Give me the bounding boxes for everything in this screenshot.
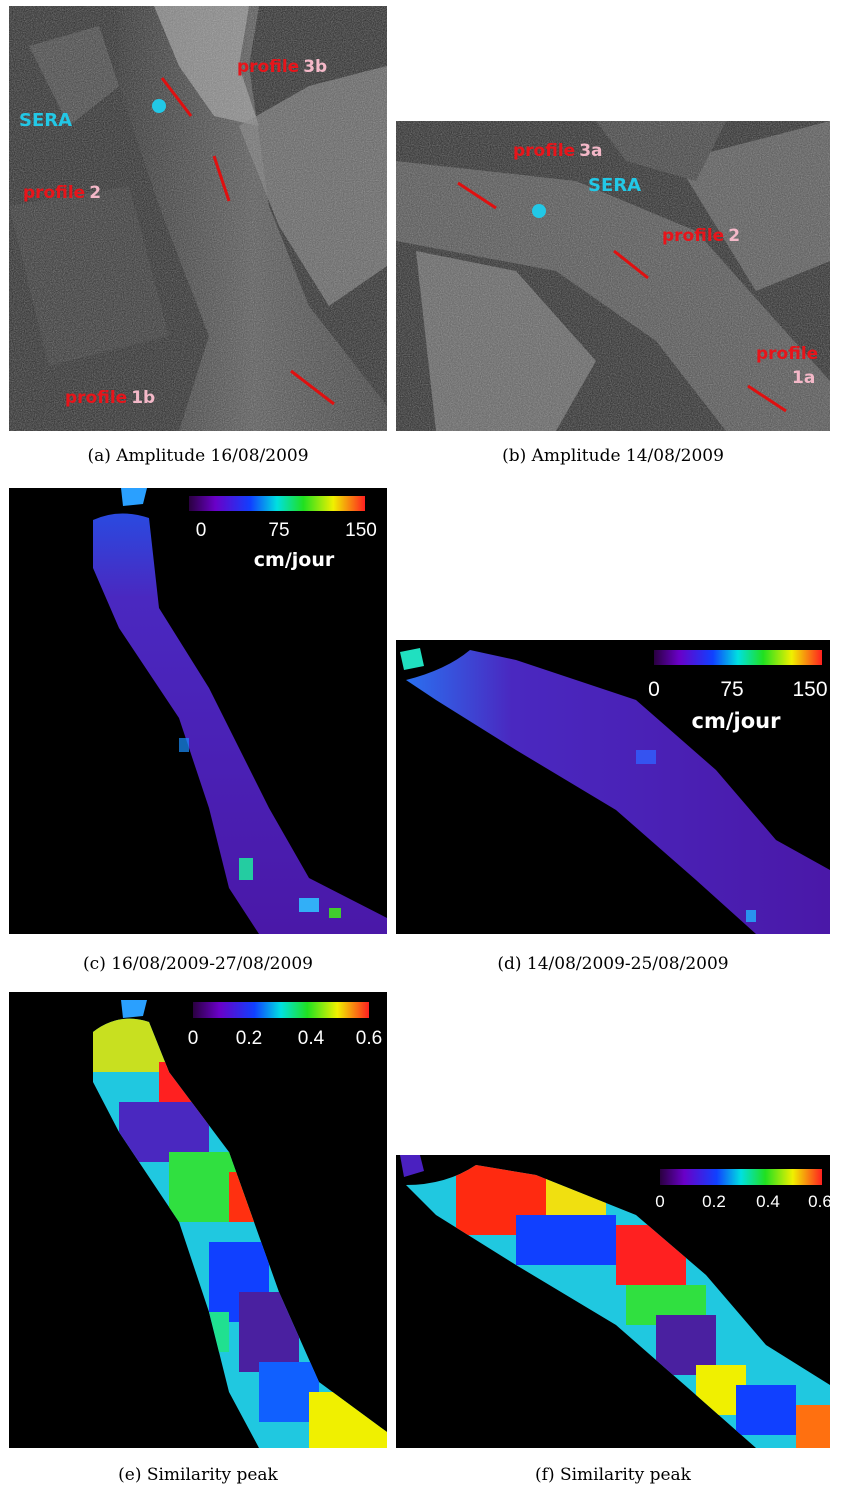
colorbar-max: 150 (792, 678, 827, 701)
profile-2-line (212, 155, 231, 202)
caption-d: (d) 14/08/2009-25/08/2009 (497, 954, 729, 974)
profile-1b-word: profile (65, 388, 127, 408)
profile-3a-line (457, 181, 497, 210)
colorbar (193, 1002, 369, 1018)
colorbar-tick-3: 0.6 (356, 1028, 382, 1049)
colorbar (654, 650, 822, 665)
panel-e-similarity-map: 0 0.2 0.4 0.6 (9, 992, 387, 1448)
panel-b-amplitude-image: profile 3a SERA profile 2 profile 1a (396, 121, 830, 431)
colorbar-mid: 75 (268, 520, 289, 541)
panel-f-similarity-map: 0 0.2 0.4 0.6 (396, 1155, 830, 1448)
profile-2-word: profile (662, 226, 724, 246)
colorbar-max: 150 (345, 520, 377, 541)
profile-2-id: 2 (89, 183, 101, 203)
profile-2-line (613, 249, 649, 280)
caption-e: (e) Similarity peak (118, 1465, 278, 1485)
profile-1a-line (747, 384, 787, 413)
profile-1b-line (290, 369, 335, 406)
panel-c-velocity-map: 0 75 150 cm/jour (9, 488, 387, 934)
sera-marker (532, 204, 546, 218)
colorbar-min: 0 (648, 678, 660, 701)
colorbar-tick-3: 0.6 (808, 1192, 830, 1211)
profile-1a-id: 1a (792, 368, 815, 388)
profile-1a-word: profile (756, 344, 818, 364)
colorbar-tick-0: 0 (188, 1028, 199, 1049)
profile-3a-id: 3a (579, 141, 602, 161)
colorbar-unit: cm/jour (692, 709, 782, 733)
profile-2-id: 2 (728, 226, 740, 246)
profile-2-word: profile (23, 183, 85, 203)
profile-3b-word: profile (237, 57, 299, 77)
profile-1b-id: 1b (131, 388, 155, 408)
sera-label: SERA (588, 175, 641, 196)
caption-b: (b) Amplitude 14/08/2009 (502, 446, 724, 466)
colorbar (660, 1169, 822, 1185)
profile-3b-line (160, 77, 193, 117)
colorbar-tick-2: 0.4 (298, 1028, 325, 1049)
caption-f: (f) Similarity peak (535, 1465, 691, 1485)
colorbar-min: 0 (196, 520, 207, 541)
panel-d-velocity-map: 0 75 150 cm/jour (396, 640, 830, 934)
profile-3a-word: profile (513, 141, 575, 161)
colorbar-mid: 75 (720, 678, 743, 701)
sera-label: SERA (19, 110, 72, 131)
panel-a-amplitude-image: profile 3b SERA profile 2 profile 1b (9, 6, 387, 431)
colorbar-tick-1: 0.2 (236, 1028, 262, 1049)
caption-a: (a) Amplitude 16/08/2009 (87, 446, 309, 466)
colorbar-tick-1: 0.2 (702, 1192, 726, 1211)
colorbar-unit: cm/jour (254, 549, 335, 571)
profile-3b-id: 3b (303, 57, 327, 77)
sera-marker (152, 99, 166, 113)
colorbar-tick-2: 0.4 (756, 1192, 780, 1211)
caption-c: (c) 16/08/2009-27/08/2009 (83, 954, 313, 974)
colorbar-tick-0: 0 (655, 1192, 664, 1211)
colorbar (189, 496, 365, 511)
